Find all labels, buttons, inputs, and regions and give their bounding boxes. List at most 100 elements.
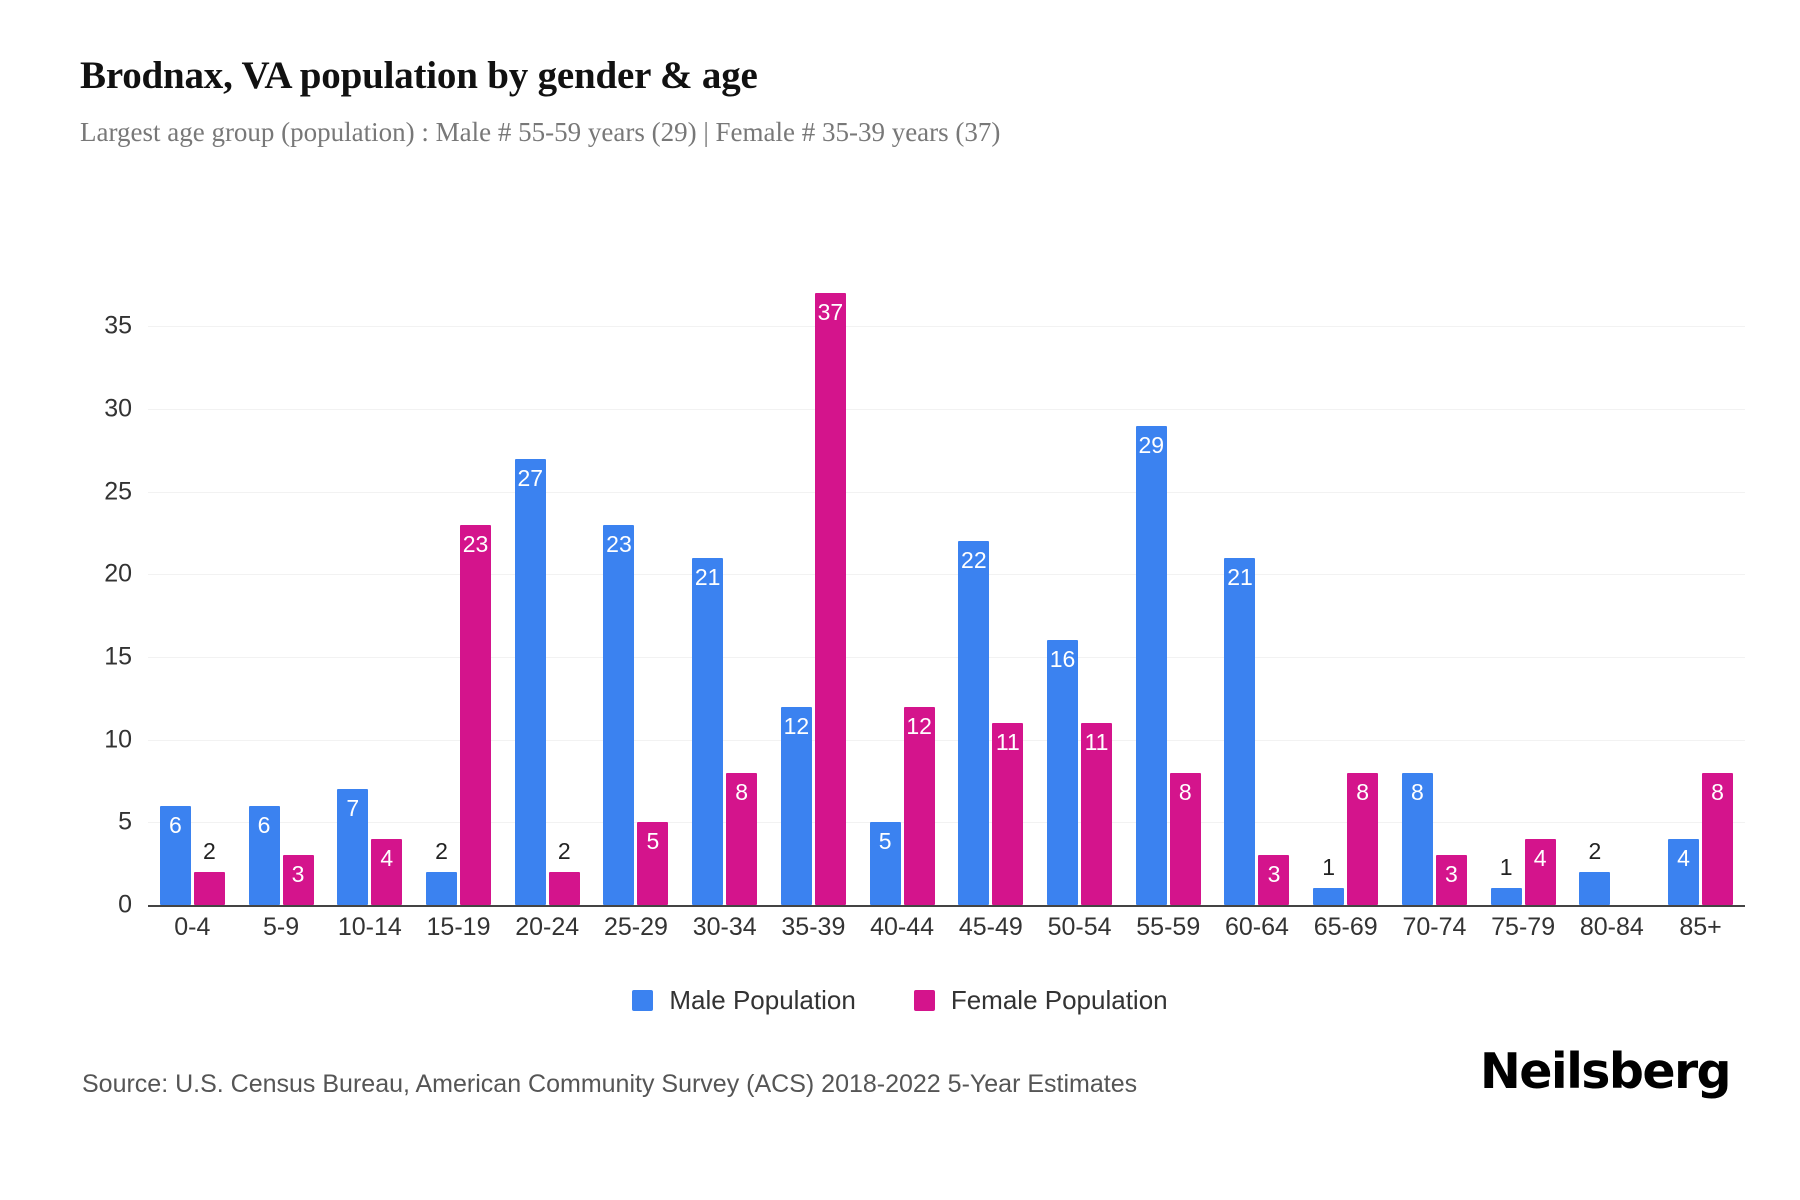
x-axis-tick-label: 75-79 [1491, 913, 1556, 941]
bar-male[interactable]: 5 [869, 822, 901, 905]
gridline [148, 739, 1745, 741]
bar-female[interactable]: 2 [193, 838, 225, 905]
bar-female[interactable]: 11 [1081, 723, 1113, 905]
x-axis-tick-label: 50-54 [1047, 913, 1112, 941]
bar-male[interactable]: 23 [603, 524, 635, 905]
bar-value-label: 5 [878, 828, 892, 855]
gridline [148, 409, 1745, 410]
y-axis-tick-label: 5 [118, 807, 132, 836]
bar-female[interactable]: 11 [992, 723, 1024, 905]
bar-value-label: 6 [168, 811, 182, 838]
bar-male[interactable]: 12 [780, 706, 812, 905]
bar-group: 21 3 [1213, 250, 1302, 905]
bar-value-label: 27 [517, 464, 544, 491]
bar-female[interactable]: 37 [814, 293, 846, 905]
bar-female[interactable]: 3 [282, 855, 314, 905]
bar-female[interactable]: 8 [1702, 772, 1734, 905]
bar-value-label: 1 [1499, 854, 1513, 881]
bar-value-label: 7 [346, 795, 360, 822]
chart-header: Brodnax, VA population by gender & age L… [80, 52, 1720, 150]
gridline [148, 657, 1745, 658]
bar-group: 16 11 [1035, 250, 1124, 905]
plot-area: 0 5 10 15 20 25 30 35 6 2 6 3 7 4 2 23 27 2 23 5 21 8 12 37 5 12… [0, 250, 1800, 941]
x-axis-tick-label: 80-84 [1579, 913, 1644, 941]
bar-male[interactable]: 2 [1579, 838, 1611, 905]
gridline [148, 491, 1745, 493]
gridline [148, 574, 1745, 576]
bar-female[interactable]: 4 [1524, 838, 1556, 905]
x-axis-tick-label: 0-4 [174, 913, 211, 941]
bar-value-label: 4 [1533, 844, 1547, 871]
bar-female[interactable]: 2 [548, 838, 580, 905]
x-axis-line [148, 905, 1745, 907]
bar-value-label: 12 [783, 712, 810, 739]
source-note: Source: U.S. Census Bureau, American Com… [82, 1070, 1138, 1098]
legend-swatch-icon [913, 990, 935, 1011]
y-axis-labels: 0 5 10 15 20 25 30 35 [0, 250, 1800, 919]
bar-male[interactable]: 22 [958, 541, 990, 905]
x-axis-tick-label: 20-24 [515, 913, 580, 941]
bar-male[interactable]: 16 [1047, 640, 1079, 905]
bar-male[interactable]: 27 [514, 458, 546, 905]
bar-group: 23 5 [592, 250, 681, 905]
x-axis-tick-label: 65-69 [1313, 913, 1378, 941]
gridlines [0, 250, 1800, 910]
bar-male[interactable]: 6 [248, 805, 280, 905]
bar-value-label: 2 [435, 837, 448, 864]
bar-value-label: 2 [557, 837, 571, 864]
bar-group: 12 37 [769, 250, 858, 905]
bar-value-label: 23 [462, 530, 489, 557]
bar-value-label: 3 [1445, 861, 1458, 888]
x-axis-tick-label: 85+ [1679, 913, 1722, 941]
bar-female[interactable]: 5 [637, 822, 669, 905]
bar-male[interactable]: 21 [1224, 557, 1256, 905]
bar-male[interactable]: 4 [1668, 838, 1700, 905]
x-axis-tick-label: 60-64 [1225, 913, 1289, 941]
bar-male[interactable]: 7 [337, 789, 369, 905]
bar-value-label: 21 [694, 563, 721, 590]
y-axis-tick-label: 15 [104, 642, 132, 671]
x-axis-tick-label: 40-44 [870, 913, 935, 941]
legend-label: Female Population [950, 985, 1168, 1015]
y-axis-tick-label: 30 [104, 394, 132, 423]
x-axis-tick-label: 25-29 [603, 913, 668, 941]
bar-female[interactable]: 8 [726, 772, 758, 905]
bar-female[interactable]: 3 [1258, 855, 1290, 905]
bar-value-label: 16 [1049, 646, 1076, 673]
bar-male[interactable]: 8 [1401, 772, 1433, 905]
x-axis-tick-label: 30-34 [692, 913, 757, 941]
bar-group: 27 2 [503, 250, 592, 905]
bar-male[interactable]: 21 [692, 557, 724, 905]
legend-item[interactable]: Female Population [913, 985, 1168, 1016]
bar-group: 21 8 [680, 250, 769, 905]
bar-female[interactable]: 3 [1435, 855, 1467, 905]
bar-male[interactable]: 29 [1135, 425, 1167, 905]
y-axis-tick-label: 20 [104, 559, 132, 588]
bar-female[interactable]: 23 [460, 524, 492, 905]
bar-value-label: 22 [961, 547, 987, 574]
bar-value-label: 11 [1084, 729, 1109, 756]
y-axis-tick-label: 10 [104, 725, 132, 754]
bar-female[interactable]: 8 [1169, 772, 1201, 905]
y-axis-tick-label: 35 [104, 311, 132, 340]
bar-male[interactable]: 1 [1313, 854, 1345, 905]
bar-female[interactable]: 12 [903, 706, 935, 905]
bar-female[interactable]: 8 [1347, 772, 1379, 905]
bar-female[interactable]: 4 [371, 838, 403, 905]
bar-group: 2 23 [414, 250, 503, 905]
x-axis-labels: 0-4 5-9 10-14 15-19 20-24 25-29 30-34 35-39 40-4… [148, 913, 1745, 942]
bar-male[interactable]: 6 [159, 805, 191, 905]
y-axis-tick-label: 25 [104, 477, 132, 506]
bar-male[interactable]: 1 [1490, 854, 1522, 905]
neilsberg-logo: Neilsberg [1479, 1043, 1732, 1100]
x-axis-tick-label: 10-14 [337, 913, 402, 941]
bar-male[interactable]: 2 [426, 838, 458, 905]
legend-item[interactable]: Male Population [632, 985, 856, 1016]
bar-value-label: 4 [380, 844, 394, 871]
